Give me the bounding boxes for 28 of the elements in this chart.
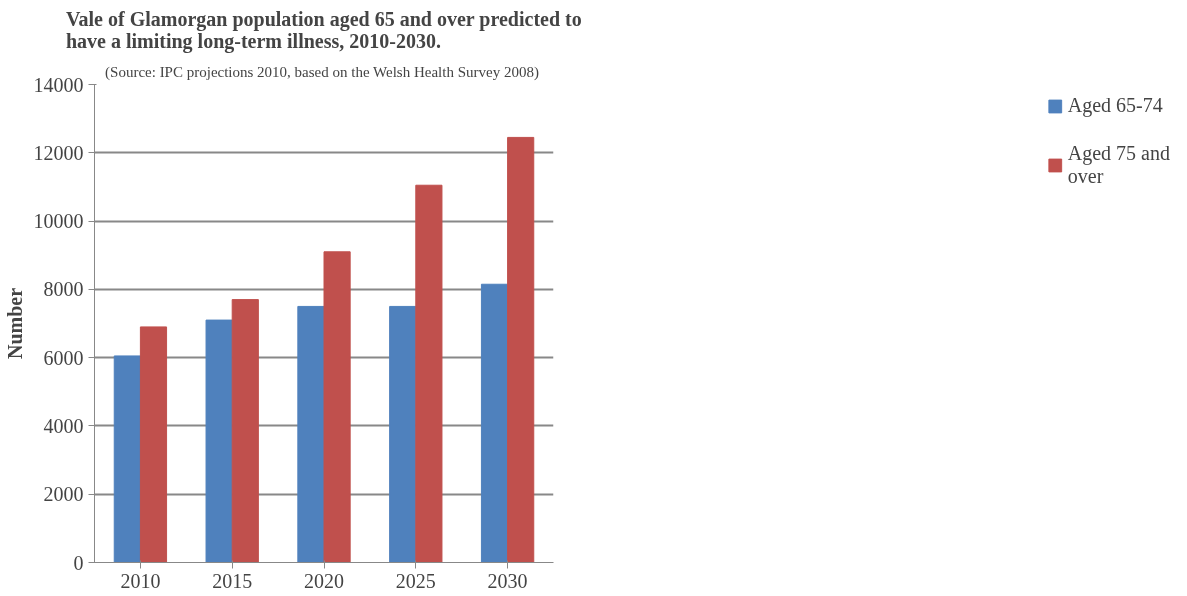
chart-title: Vale of Glamorgan population aged 65 and over predicted to have a limiting long-term illness, 2010-2030. [65,7,582,53]
y-tick-label: 8000 [43,278,84,301]
legend-label: Aged 65-74 [1067,94,1163,117]
x-tick-label: 2015 [212,569,253,592]
y-tick-label: 4000 [43,414,84,437]
bar [389,305,417,563]
y-axis-title: Number [3,287,26,360]
y-tick-label: 12000 [33,141,84,164]
legend-label: Aged 75 and over [1067,142,1170,188]
y-tick-label: 2000 [43,483,84,506]
bar [507,136,535,563]
bar [297,305,325,563]
x-tick-label: 2010 [120,569,161,592]
bar [480,283,509,563]
y-tick-label: 14000 [33,73,84,96]
bar [415,184,443,563]
text: (Source: IPC projections 2010, based on the Welsh Health Survey 2008) [105,63,539,81]
x-tick-label: 2020 [304,569,344,592]
x-tick-label: 2030 [487,569,528,592]
x-tick-label: 2025 [395,569,436,592]
y-tick-label: 0 [73,551,84,574]
bar [323,251,351,563]
bar [231,299,259,563]
bar [139,326,168,563]
y-tick-label: 10000 [33,210,84,233]
bar [205,319,233,563]
bar [113,355,141,563]
y-tick-label: 6000 [43,346,84,369]
